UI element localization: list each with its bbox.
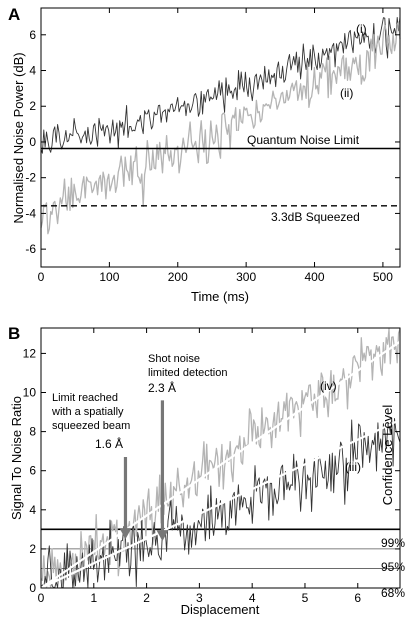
x-tick-label-a-4: 400 bbox=[305, 270, 325, 284]
y-tick-label-b-2: 4 bbox=[29, 503, 36, 517]
y-tick-label-b-3: 6 bbox=[29, 464, 36, 478]
annotation-limit-value: 1.6 Å bbox=[95, 436, 123, 451]
confidence-68-label: 68% bbox=[381, 586, 405, 600]
y-tick-label-b-0: 0 bbox=[29, 581, 36, 595]
y-tick-label-a-3: 0 bbox=[29, 135, 36, 149]
series-trace-a-0 bbox=[40, 16, 401, 154]
annotation-limit-text: Limit reached with a spatially squeezed … bbox=[51, 392, 130, 432]
x-tick-label-a-3: 300 bbox=[236, 270, 256, 284]
qnl-label-bg bbox=[236, 131, 400, 147]
panel-b-arrows bbox=[119, 400, 169, 542]
panel-a-x-axis-title: Time (ms) bbox=[191, 289, 249, 304]
squeezed-limit-label: 3.3dB Squeezed bbox=[271, 210, 360, 224]
x-tick-label-b-1: 1 bbox=[90, 591, 97, 605]
panel-b-fit-lines bbox=[40, 340, 401, 589]
annotation-limit-line-1: Limit reached bbox=[52, 392, 118, 404]
y-tick-label-a-6: 6 bbox=[29, 28, 36, 42]
panel-a-axes: 0 100 200 300 400 500 -6 -4 -2 0 2 4 6 bbox=[25, 8, 400, 284]
series-iii-label: (iii) bbox=[345, 460, 361, 474]
x-tick-label-a-2: 200 bbox=[168, 270, 188, 284]
x-tick-label-b-0: 0 bbox=[38, 591, 45, 605]
y-tick-label-a-5: 4 bbox=[29, 64, 36, 78]
panel-a: A Quantum Noise Limit 3.3dB Squeezed (i)… bbox=[8, 5, 401, 304]
panel-b-y-axis-title: Signal To Noise Ratio bbox=[9, 396, 24, 520]
annotation-shot-text: Shot noise limited detection bbox=[148, 353, 228, 379]
panel-b-right-axis-title: Confidence Level bbox=[380, 405, 395, 506]
y-tick-label-a-0: -6 bbox=[25, 242, 36, 256]
squeezed-label-bg bbox=[266, 208, 400, 224]
y-tick-label-a-4: 2 bbox=[29, 99, 36, 113]
y-tick-label-b-1: 2 bbox=[29, 542, 36, 556]
series-i-label: (i) bbox=[356, 22, 367, 36]
panel-a-frame bbox=[40, 7, 401, 268]
x-tick-label-b-6: 6 bbox=[354, 591, 361, 605]
confidence-95-label: 95% bbox=[381, 560, 405, 574]
x-tick-label-a-5: 500 bbox=[373, 270, 393, 284]
series-iv-label: (iv) bbox=[320, 379, 337, 393]
annotation-shot-line-1: Shot noise bbox=[148, 353, 200, 365]
y-tick-label-b-4: 8 bbox=[29, 425, 36, 439]
annotation-limit-line-2: with a spatially bbox=[51, 406, 124, 418]
series-trace-b-0 bbox=[40, 328, 401, 589]
fit-line-1 bbox=[40, 418, 401, 589]
annotation-limit-line-3: squeezed beam bbox=[52, 420, 130, 432]
panel-a-y-axis-title: Normalised Noise Power (dB) bbox=[11, 52, 26, 223]
panel-a-series bbox=[40, 16, 401, 235]
y-tick-label-b-5: 10 bbox=[23, 386, 37, 400]
x-tick-label-b-3: 3 bbox=[196, 591, 203, 605]
y-tick-label-a-1: -4 bbox=[25, 206, 36, 220]
series-trace-a-1 bbox=[40, 21, 401, 235]
panel-b-frame bbox=[40, 327, 401, 589]
panel-a-letter: A bbox=[8, 5, 20, 24]
y-tick-label-a-2: -2 bbox=[25, 171, 36, 185]
y-tick-label-b-6: 12 bbox=[23, 346, 37, 360]
x-tick-label-b-4: 4 bbox=[249, 591, 256, 605]
annotation-shot-value: 2.3 Å bbox=[148, 380, 176, 395]
arrow-head-0 bbox=[119, 528, 132, 540]
panel-b-confidence-lines bbox=[41, 528, 400, 569]
x-tick-label-a-1: 100 bbox=[99, 270, 119, 284]
arrow-head-1 bbox=[156, 530, 169, 542]
annotation-shot-line-2: limited detection bbox=[148, 367, 228, 379]
x-tick-label-a-0: 0 bbox=[38, 270, 45, 284]
series-ii-label: (ii) bbox=[340, 86, 353, 100]
confidence-99-label: 99% bbox=[381, 536, 405, 550]
panel-b: B Limit reached with a spatially squeeze… bbox=[8, 324, 405, 617]
fit-line-0 bbox=[40, 340, 401, 589]
panel-b-letter: B bbox=[8, 324, 20, 343]
quantum-noise-limit-label: Quantum Noise Limit bbox=[247, 133, 360, 147]
panel-b-x-axis-title: Displacement bbox=[181, 602, 260, 617]
x-tick-label-b-2: 2 bbox=[143, 591, 150, 605]
x-tick-label-b-5: 5 bbox=[302, 591, 309, 605]
